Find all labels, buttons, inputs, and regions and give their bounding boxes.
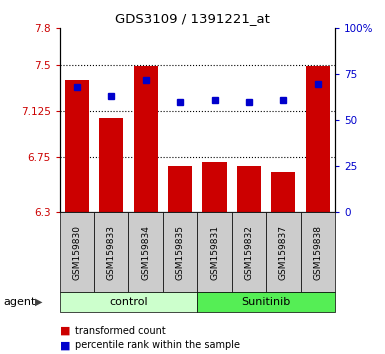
Text: GSM159837: GSM159837 bbox=[279, 225, 288, 280]
Bar bbox=[168, 166, 192, 212]
Bar bbox=[134, 66, 158, 212]
Bar bbox=[197, 292, 335, 312]
Bar bbox=[94, 212, 129, 292]
Bar bbox=[129, 212, 163, 292]
Bar bbox=[237, 166, 261, 212]
Bar bbox=[65, 80, 89, 212]
Bar bbox=[306, 66, 330, 212]
Text: GSM159830: GSM159830 bbox=[72, 225, 81, 280]
Text: control: control bbox=[109, 297, 148, 307]
Bar bbox=[163, 212, 197, 292]
Text: ■: ■ bbox=[60, 326, 70, 336]
Text: percentile rank within the sample: percentile rank within the sample bbox=[75, 340, 240, 350]
Bar bbox=[99, 118, 123, 212]
Text: agent: agent bbox=[4, 297, 36, 307]
Text: GSM159833: GSM159833 bbox=[107, 225, 116, 280]
Bar bbox=[197, 212, 232, 292]
Bar bbox=[232, 212, 266, 292]
Text: GSM159831: GSM159831 bbox=[210, 225, 219, 280]
Bar bbox=[271, 172, 295, 212]
Bar bbox=[203, 162, 226, 212]
Text: GSM159832: GSM159832 bbox=[244, 225, 253, 280]
Text: ▶: ▶ bbox=[35, 297, 43, 307]
Bar bbox=[266, 212, 301, 292]
Text: transformed count: transformed count bbox=[75, 326, 166, 336]
Text: GSM159838: GSM159838 bbox=[313, 225, 322, 280]
Text: GSM159835: GSM159835 bbox=[176, 225, 185, 280]
Text: GSM159834: GSM159834 bbox=[141, 225, 150, 280]
Bar bbox=[60, 212, 94, 292]
Bar bbox=[60, 292, 197, 312]
Bar bbox=[301, 212, 335, 292]
Text: ■: ■ bbox=[60, 340, 70, 350]
Text: GDS3109 / 1391221_at: GDS3109 / 1391221_at bbox=[115, 12, 270, 25]
Text: Sunitinib: Sunitinib bbox=[241, 297, 291, 307]
